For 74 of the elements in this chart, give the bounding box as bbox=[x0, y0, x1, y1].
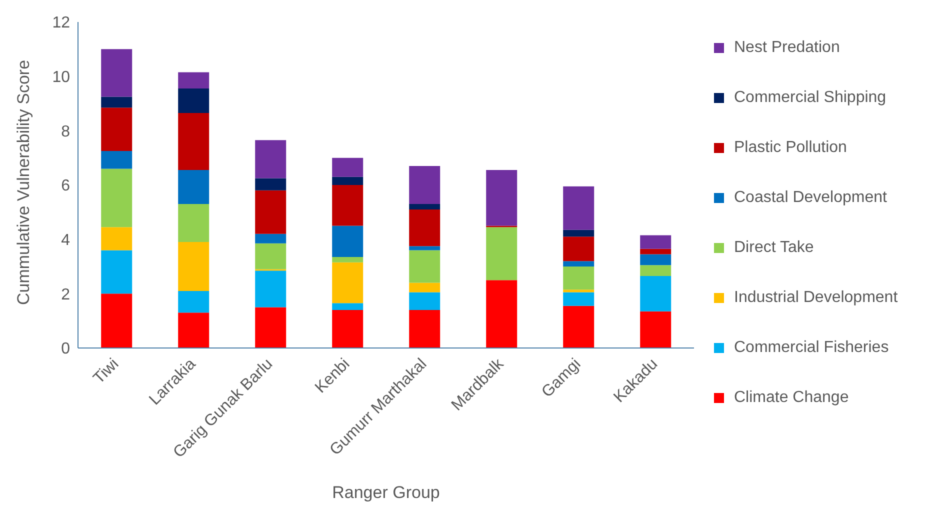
bar bbox=[409, 282, 440, 292]
bar bbox=[409, 310, 440, 348]
y-tick-label: 8 bbox=[61, 123, 70, 140]
y-tick-label: 6 bbox=[61, 178, 70, 195]
bar bbox=[255, 270, 286, 308]
y-tick-label: 10 bbox=[52, 69, 70, 86]
legend-label: Industrial Development bbox=[734, 288, 898, 308]
bar bbox=[486, 170, 518, 226]
bar bbox=[486, 280, 518, 348]
bar bbox=[178, 242, 210, 291]
bar bbox=[563, 186, 594, 230]
bar bbox=[101, 96, 132, 108]
bar bbox=[255, 234, 286, 244]
bar bbox=[255, 140, 286, 178]
bar bbox=[332, 310, 364, 348]
x-tick-label: Tiwi bbox=[90, 356, 122, 388]
bar bbox=[101, 49, 132, 97]
bar bbox=[486, 227, 518, 280]
legend-label: Climate Change bbox=[734, 388, 849, 408]
bar bbox=[563, 266, 594, 290]
bar bbox=[563, 306, 594, 348]
bar bbox=[640, 235, 672, 249]
bar bbox=[409, 209, 440, 246]
bar bbox=[332, 158, 364, 177]
bar bbox=[332, 176, 364, 185]
bar bbox=[640, 311, 672, 348]
bar bbox=[409, 246, 440, 250]
bar bbox=[101, 250, 132, 294]
bar bbox=[409, 166, 440, 204]
y-tick-label: 0 bbox=[61, 340, 70, 358]
bar bbox=[101, 151, 132, 169]
bar bbox=[409, 204, 440, 210]
bar bbox=[409, 250, 440, 283]
x-axis-title: Ranger Group bbox=[332, 483, 440, 502]
bar bbox=[101, 108, 132, 152]
bar bbox=[178, 72, 210, 89]
bar bbox=[332, 185, 364, 226]
bar bbox=[255, 178, 286, 190]
bar bbox=[255, 243, 286, 270]
bar bbox=[178, 290, 210, 313]
bar bbox=[563, 292, 594, 306]
bar bbox=[255, 190, 286, 234]
bar bbox=[332, 262, 364, 304]
legend-label: Direct Take bbox=[734, 238, 814, 258]
bar bbox=[563, 261, 594, 266]
y-tick-label: 12 bbox=[52, 14, 70, 32]
bar bbox=[332, 226, 364, 257]
bar bbox=[563, 290, 594, 292]
bar bbox=[332, 256, 364, 262]
legend-label: Plastic Pollution bbox=[734, 138, 847, 158]
bar bbox=[640, 248, 672, 254]
y-axis-title: Cummulative Vulnerability Score bbox=[14, 60, 34, 305]
bar bbox=[640, 276, 672, 312]
legend-label: Commercial Fisheries bbox=[734, 338, 889, 358]
bar bbox=[563, 230, 594, 237]
bar bbox=[101, 227, 132, 250]
bar bbox=[332, 303, 364, 310]
bar bbox=[409, 292, 440, 310]
y-tick-label: 2 bbox=[61, 286, 70, 304]
bar bbox=[640, 254, 672, 266]
bar bbox=[640, 265, 672, 276]
bar bbox=[255, 307, 286, 348]
legend-label: Commercial Shipping bbox=[734, 88, 886, 108]
bar bbox=[178, 312, 210, 348]
bar bbox=[563, 236, 594, 262]
bar bbox=[178, 170, 210, 204]
bar bbox=[178, 204, 210, 242]
bar bbox=[101, 294, 132, 348]
legend-label: Nest Predation bbox=[734, 38, 840, 58]
bar bbox=[178, 88, 210, 114]
bar bbox=[178, 113, 210, 170]
y-tick-label: 4 bbox=[61, 232, 70, 250]
legend-label: Coastal Development bbox=[734, 188, 887, 208]
bar bbox=[101, 168, 132, 228]
